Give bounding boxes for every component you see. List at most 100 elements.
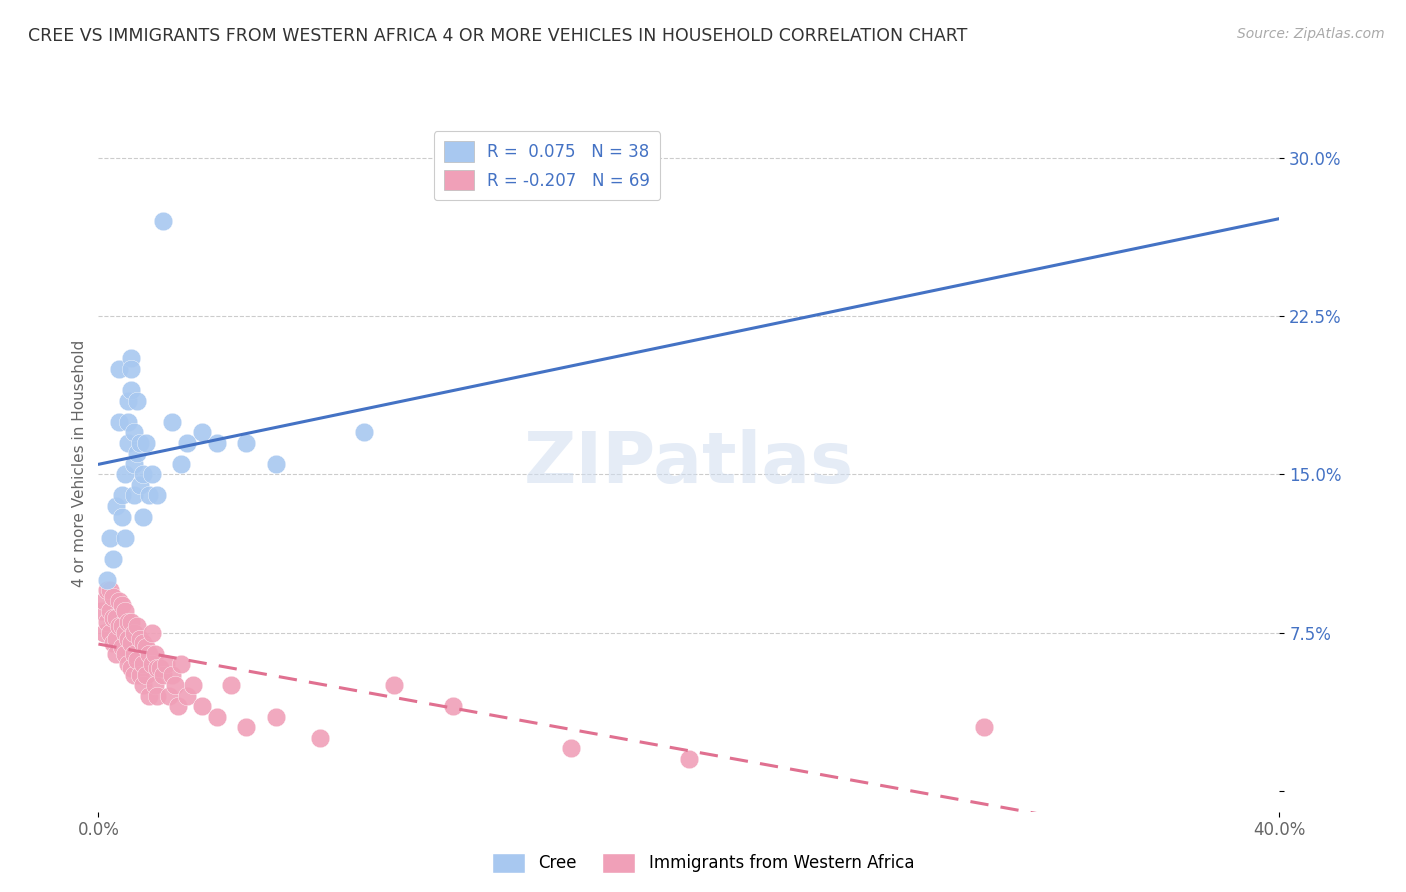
Point [120, 661, 142, 675]
Point [105, 632, 128, 646]
Text: ZIPatlas: ZIPatlas [524, 429, 853, 499]
Point [114, 604, 136, 618]
Point [132, 678, 155, 692]
Point [132, 467, 155, 482]
Point [103, 636, 125, 650]
Point [205, 710, 228, 724]
Point [125, 446, 148, 460]
Point [141, 467, 163, 482]
Point [125, 393, 148, 408]
Point [105, 499, 128, 513]
Point [205, 435, 228, 450]
Point [122, 667, 145, 681]
Text: CREE VS IMMIGRANTS FROM WESTERN AFRICA 4 OR MORE VEHICLES IN HOUSEHOLD CORRELATI: CREE VS IMMIGRANTS FROM WESTERN AFRICA 4… [28, 27, 967, 45]
Point [117, 415, 139, 429]
Point [120, 383, 142, 397]
Point [108, 619, 131, 633]
Point [146, 689, 169, 703]
Point [973, 720, 995, 734]
Point [114, 467, 136, 482]
Point [135, 667, 157, 681]
Point [117, 657, 139, 672]
Point [98, 625, 121, 640]
Point [132, 636, 155, 650]
Point [176, 435, 198, 450]
Point [111, 619, 134, 633]
Point [117, 615, 139, 629]
Point [167, 699, 190, 714]
Point [103, 551, 125, 566]
Point [353, 425, 375, 440]
Point [146, 488, 169, 502]
Point [152, 214, 174, 228]
Point [219, 678, 242, 692]
Point [96, 573, 118, 587]
Point [141, 657, 163, 672]
Point [560, 741, 582, 756]
Point [103, 590, 125, 604]
Point [122, 625, 145, 640]
Point [678, 752, 700, 766]
Point [120, 351, 142, 366]
Point [143, 647, 166, 661]
Point [111, 488, 134, 502]
Point [138, 488, 160, 502]
Point [111, 598, 134, 612]
Point [146, 661, 169, 675]
Point [138, 689, 160, 703]
Point [143, 678, 166, 692]
Point [105, 611, 128, 625]
Point [108, 362, 131, 376]
Point [138, 647, 160, 661]
Point [128, 632, 150, 646]
Point [114, 625, 136, 640]
Point [264, 457, 287, 471]
Point [93, 594, 115, 608]
Text: Source: ZipAtlas.com: Source: ZipAtlas.com [1237, 27, 1385, 41]
Point [93, 625, 115, 640]
Point [191, 425, 214, 440]
Point [162, 667, 183, 681]
Point [149, 661, 172, 675]
Point [103, 611, 125, 625]
Point [125, 653, 148, 667]
Point [122, 647, 145, 661]
Point [122, 457, 145, 471]
Point [117, 632, 139, 646]
Point [135, 435, 157, 450]
Point [96, 583, 118, 598]
Point [170, 457, 193, 471]
Point [181, 678, 204, 692]
Y-axis label: 4 or more Vehicles in Household: 4 or more Vehicles in Household [72, 340, 87, 588]
Point [135, 640, 157, 655]
Point [122, 425, 145, 440]
Point [132, 509, 155, 524]
Point [117, 393, 139, 408]
Point [125, 619, 148, 633]
Point [120, 362, 142, 376]
Point [309, 731, 332, 745]
Point [155, 657, 177, 672]
Point [98, 604, 121, 618]
Point [176, 689, 198, 703]
Legend: R =  0.075   N = 38, R = -0.207   N = 69: R = 0.075 N = 38, R = -0.207 N = 69 [434, 131, 661, 200]
Point [111, 509, 134, 524]
Point [165, 678, 187, 692]
Point [382, 678, 405, 692]
Point [96, 615, 118, 629]
Point [122, 488, 145, 502]
Point [128, 667, 150, 681]
Point [264, 710, 287, 724]
Point [120, 615, 142, 629]
Point [132, 657, 155, 672]
Legend: Cree, Immigrants from Western Africa: Cree, Immigrants from Western Africa [485, 847, 921, 880]
Point [235, 435, 257, 450]
Point [191, 699, 214, 714]
Point [117, 435, 139, 450]
Point [170, 657, 193, 672]
Point [128, 435, 150, 450]
Point [141, 625, 163, 640]
Point [105, 647, 128, 661]
Point [90, 604, 112, 618]
Point [98, 583, 121, 598]
